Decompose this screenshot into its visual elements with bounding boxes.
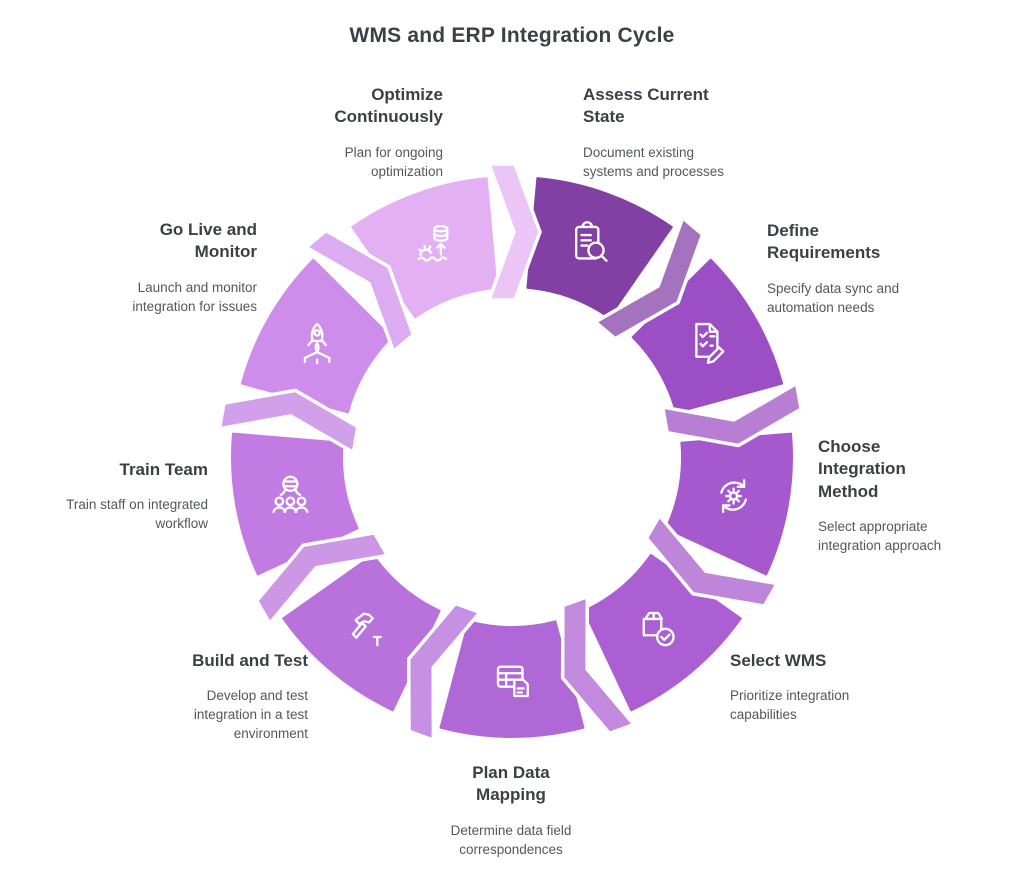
step-label-plan-data-mapping: Plan Data Mapping Determine data field co… [445,762,577,859]
step-title: Choose Integration Method [818,437,906,501]
step-description: Plan for ongoing optimization [344,144,443,179]
segment-train-team [231,432,359,576]
checklist-pencil-icon [695,322,725,364]
step-title: Go Live and Monitor [159,220,257,262]
step-label-go-live-and-monitor: Go Live and Monitor Launch and monitor in… [122,219,257,316]
chevron-arrow-icon [304,228,416,354]
database-optimize-icon [417,224,449,262]
step-label-optimize-continuously: Optimize Continuously Plan for ongoing op… [293,84,443,181]
chevron-arrow-icon [593,216,705,341]
step-label-assess-current-state: Assess Current State Document existing sy… [583,84,741,181]
step-title: Train Team [119,460,209,479]
chevron-arrow-icon [255,531,390,626]
step-title: Select WMS [730,651,827,670]
step-description: Launch and monitor integration for issue… [132,279,257,314]
rocket-launch-icon [303,322,331,365]
step-description: Train staff on integrated workflow [66,497,208,532]
step-description: Prioritize integration capabilities [730,688,850,723]
chevron-arrow-icon [487,162,542,302]
step-description: Document existing systems and processes [583,144,725,179]
step-title: Define Requirements [767,221,881,263]
step-title: Assess Current State [583,85,709,127]
page-title: WMS and ERP Integration Cycle [349,24,675,47]
step-description: Specify data sync and automation needs [767,280,900,315]
trainer-group-icon [272,475,309,514]
chevron-arrow-icon [406,601,482,742]
step-label-select-wms: Select WMS Prioritize integration capabil… [730,650,878,725]
step-label-train-team: Train Team Train staff on integrated work… [48,459,208,534]
sync-gear-icon [720,479,748,514]
step-title: Build and Test [192,651,308,670]
chevron-arrow-icon [560,594,636,736]
step-title: Plan Data Mapping [472,763,550,805]
segment-define-requirements [631,258,784,414]
package-check-icon [642,611,675,647]
hammer-nail-icon [351,612,382,647]
segment-choose-integration-method [665,432,793,576]
clipboard-search-icon [575,221,608,262]
table-document-icon [496,665,529,698]
step-description: Develop and test integration in a test e… [193,688,308,741]
step-title: Optimize Continuously [334,85,443,127]
step-label-define-requirements: Define Requirements Specify data sync and… [767,220,919,317]
step-description: Determine data field correspondences [450,822,572,857]
step-label-build-and-test: Build and Test Develop and test integrati… [173,650,308,743]
step-label-choose-integration-method: Choose Integration Method Select appropri… [818,436,948,556]
chevron-arrow-icon [217,388,360,455]
step-description: Select appropriate integration approach [818,519,942,553]
chevron-arrow-icon [660,381,803,448]
chevron-arrow-icon [644,513,779,608]
